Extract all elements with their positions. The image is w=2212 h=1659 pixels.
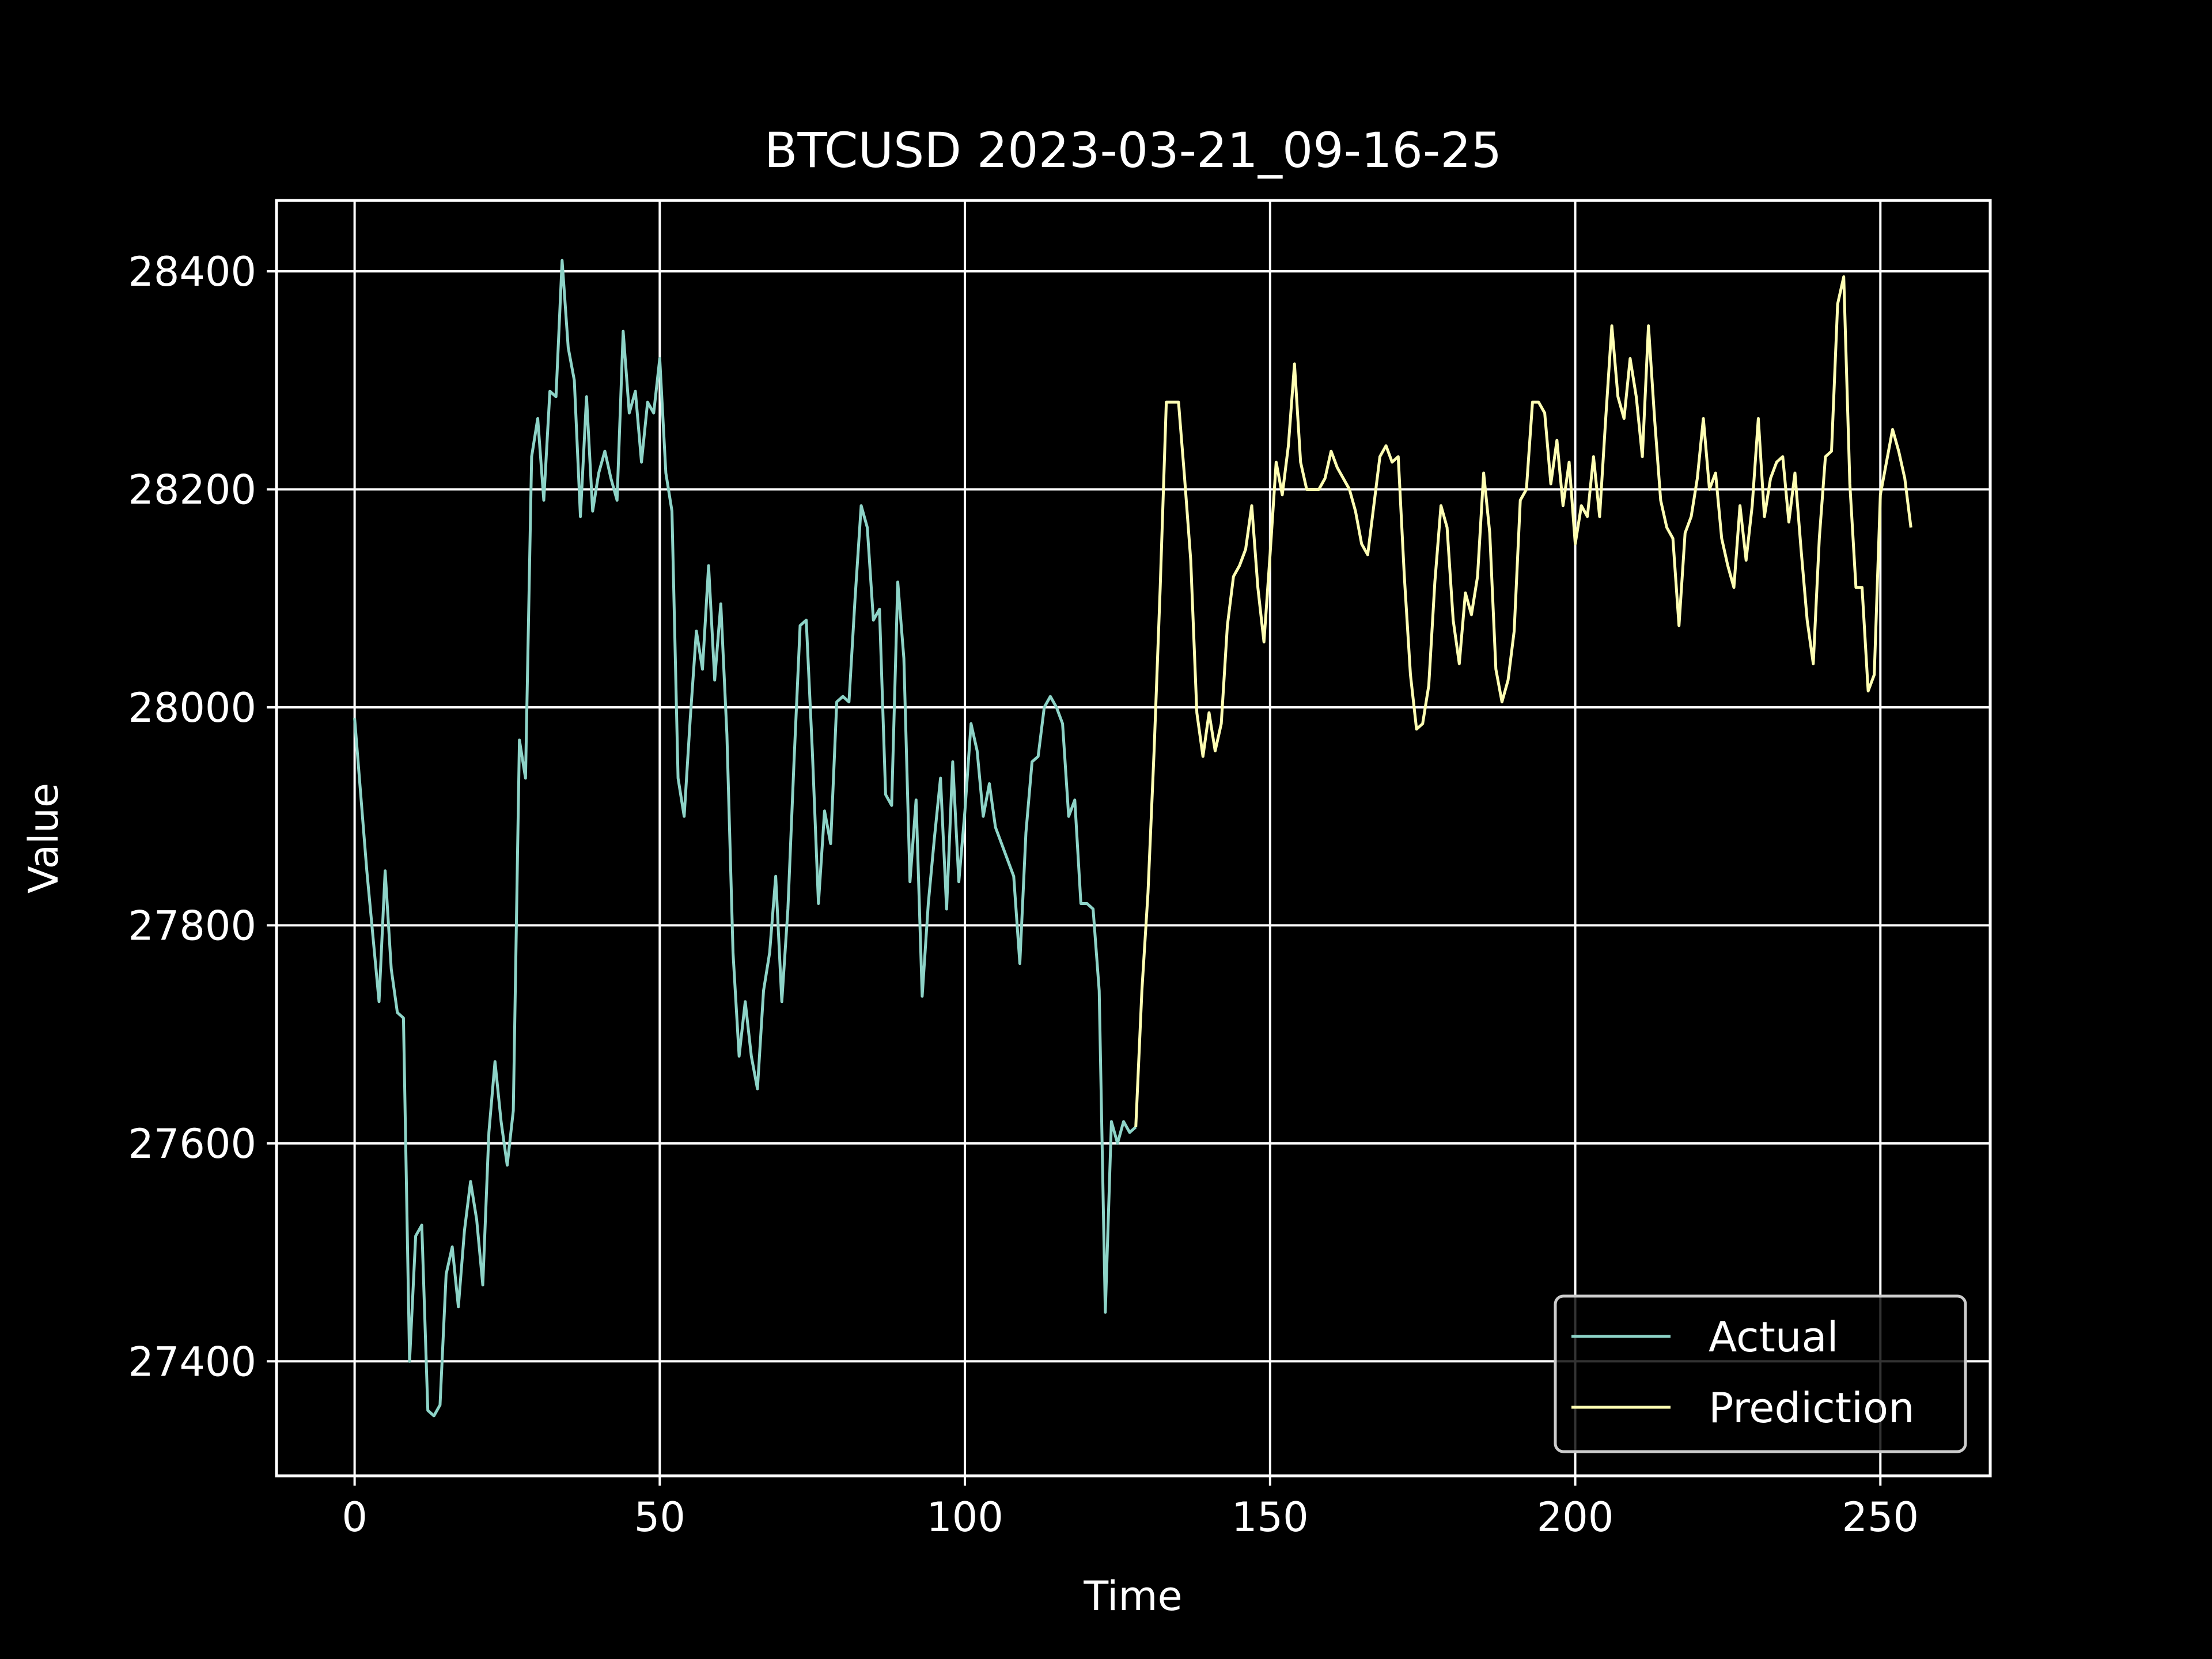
chart-title: BTCUSD 2023-03-21_09-16-25 [764, 122, 1502, 179]
plot-frame [275, 199, 1992, 1478]
x-tick-label: 150 [1232, 1494, 1309, 1541]
x-tick-label: 250 [1842, 1494, 1919, 1541]
legend-label-actual: Actual [1709, 1313, 1839, 1361]
y-tick-label: 27800 [128, 902, 256, 949]
x-axis-label: Time [1083, 1573, 1182, 1620]
x-tick-label: 100 [926, 1494, 1003, 1541]
x-tick-label: 50 [634, 1494, 685, 1541]
y-tick-label: 28400 [128, 248, 256, 296]
y-tick-label: 28000 [128, 684, 256, 732]
series-line-prediction [1134, 275, 1912, 1127]
grid-lines [276, 200, 1990, 1476]
axis-ticks: 0 50 100 150 200 250 27400 27600 27800 28000 28200… [128, 248, 1919, 1541]
y-axis-label: Value [20, 783, 67, 893]
y-tick-label: 28200 [128, 466, 256, 513]
y-tick-label: 27400 [128, 1338, 256, 1385]
x-tick-label: 0 [342, 1494, 368, 1541]
series-lines [353, 259, 1912, 1418]
legend-label-prediction: Prediction [1709, 1384, 1915, 1432]
legend: Actual Prediction [1554, 1294, 1967, 1453]
x-tick-label: 200 [1537, 1494, 1614, 1541]
y-tick-label: 27600 [128, 1120, 256, 1168]
series-line-actual [353, 259, 1137, 1418]
